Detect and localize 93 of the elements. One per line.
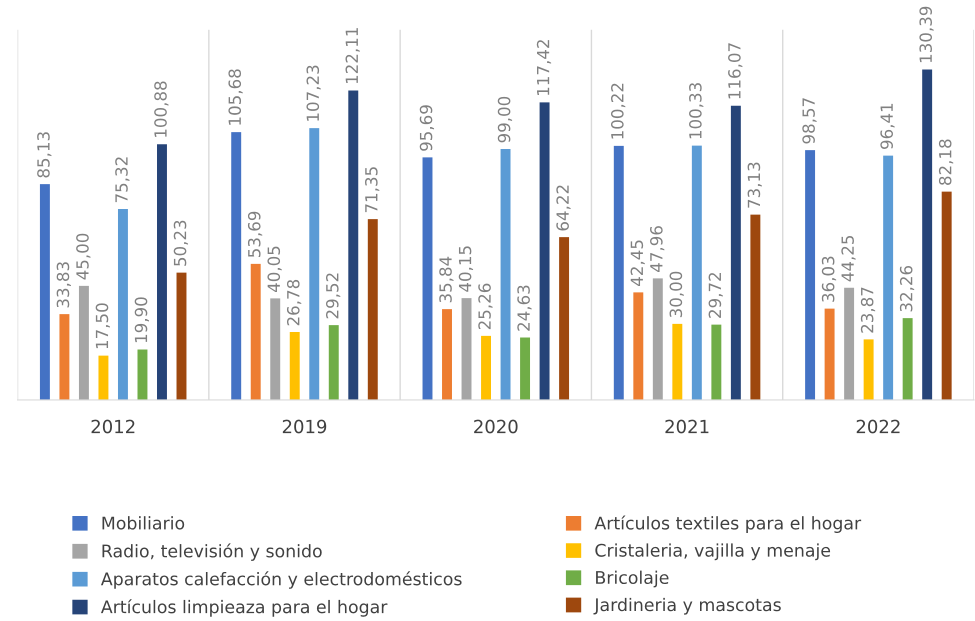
data-label: 33,83 — [56, 262, 71, 308]
bar — [250, 264, 261, 400]
bar — [368, 219, 378, 400]
data-label: 26,78 — [286, 280, 302, 326]
data-label: 71,35 — [365, 167, 380, 212]
legend-label: Artículos textiles para el hogar — [594, 515, 862, 533]
data-label: 29,72 — [708, 273, 723, 318]
data-label: 24,63 — [517, 286, 532, 331]
data-label: 17,50 — [96, 303, 110, 348]
data-label: 117,42 — [536, 40, 552, 95]
bar — [672, 324, 682, 400]
data-label: 45,00 — [76, 234, 90, 280]
bar — [614, 146, 624, 400]
data-label: 23,87 — [860, 288, 876, 333]
bar — [805, 150, 816, 400]
data-label: 105,68 — [228, 69, 243, 125]
bar — [633, 292, 644, 400]
bar — [520, 338, 530, 400]
data-label: 42,45 — [630, 240, 645, 286]
data-label: 130,39 — [919, 6, 934, 62]
data-label: 36,03 — [822, 256, 836, 302]
x-tick-label: 2012 — [92, 420, 134, 434]
data-label: 44,25 — [841, 236, 856, 282]
bar — [902, 318, 913, 400]
bar — [309, 128, 320, 400]
bar — [540, 102, 550, 400]
bar — [730, 106, 741, 400]
data-label: 75,32 — [115, 157, 130, 202]
bar — [844, 288, 854, 400]
data-label: 40,05 — [267, 246, 282, 292]
legend-label: Bricolaje — [596, 570, 668, 588]
legend-label: Radio, televisión y sonido — [102, 543, 322, 561]
bar — [348, 90, 358, 400]
x-tick-label: 2021 — [665, 420, 708, 434]
bar — [711, 324, 722, 400]
data-label: 107,23 — [306, 66, 321, 121]
legend-label: Jardineria y mascotas — [593, 598, 781, 615]
bar — [98, 356, 108, 400]
legend-label: Artículos limpieaza para el hogar — [100, 599, 388, 617]
bar — [750, 214, 760, 400]
data-label: 116,07 — [728, 43, 742, 98]
data-label: 19,90 — [134, 297, 149, 342]
bar — [442, 309, 452, 400]
data-label: 25,26 — [478, 284, 493, 330]
x-tick-label: 2022 — [856, 420, 900, 434]
data-label: 47,96 — [650, 226, 664, 272]
bar — [922, 69, 932, 400]
data-label: 50,23 — [174, 220, 188, 266]
bar — [500, 149, 511, 400]
bar — [652, 278, 663, 400]
data-label: 100,33 — [689, 83, 704, 138]
bar — [176, 272, 186, 400]
x-tick-label: 2020 — [474, 420, 518, 434]
bar — [157, 144, 167, 400]
bar — [40, 184, 50, 400]
bar — [824, 308, 835, 400]
data-label: 29,52 — [326, 274, 340, 318]
data-label: 85,13 — [37, 132, 52, 178]
data-label: 40,15 — [458, 246, 474, 292]
legend-label: Aparatos calefacción y electrodomésticos — [100, 571, 462, 589]
data-label: 100,88 — [154, 82, 169, 137]
bar — [59, 314, 70, 400]
bar — [692, 146, 702, 400]
bar — [118, 209, 128, 400]
bar — [481, 336, 492, 400]
bar — [559, 237, 570, 400]
data-label: 64,22 — [556, 186, 571, 230]
data-label: 100,22 — [611, 84, 626, 139]
data-label: 82,18 — [938, 140, 954, 185]
bar — [137, 349, 148, 400]
x-tick-label: 2019 — [282, 420, 326, 434]
data-label: 53,69 — [248, 212, 262, 258]
data-label: 95,69 — [420, 105, 434, 151]
data-label: 96,41 — [880, 104, 895, 149]
data-label: 30,00 — [670, 272, 684, 318]
bar — [78, 286, 89, 400]
bar — [462, 298, 472, 400]
legend-label: Mobiliario — [102, 516, 184, 530]
bar — [290, 332, 300, 400]
data-label: 73,13 — [748, 162, 762, 208]
data-label: 99,00 — [498, 96, 512, 142]
bar — [942, 192, 952, 400]
bar — [883, 156, 894, 400]
bar — [422, 157, 432, 400]
data-label: 98,57 — [802, 98, 817, 144]
bar — [270, 298, 280, 400]
bar — [864, 339, 874, 400]
data-label: 122,11 — [346, 28, 360, 84]
bar — [231, 132, 242, 400]
data-label: 35,84 — [439, 256, 454, 302]
legend-label: Cristaleria, vajilla y menaje — [595, 543, 830, 560]
bar — [328, 325, 339, 400]
data-label: 32,26 — [900, 266, 914, 312]
